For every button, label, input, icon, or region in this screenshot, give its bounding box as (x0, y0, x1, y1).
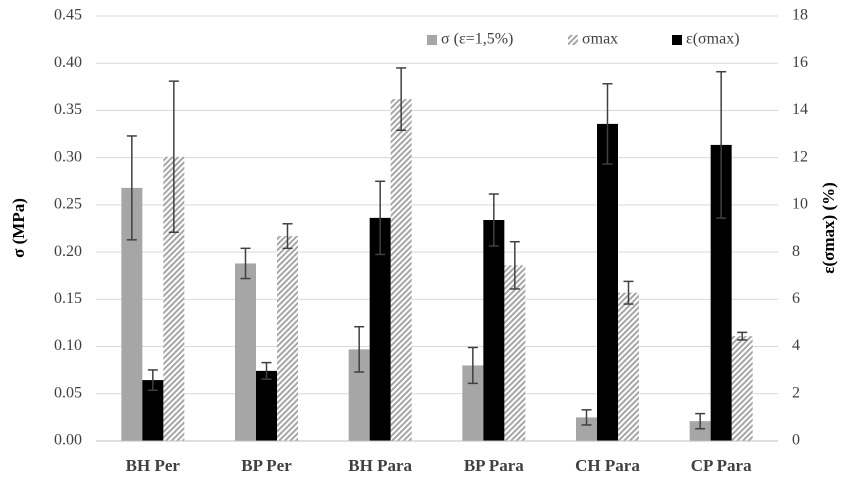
y-tick-label: 0.15 (54, 290, 82, 307)
error-bar (375, 180, 386, 256)
y2-axis-label: ε(σmax) (%) (819, 182, 838, 274)
y-tick-label: 0.10 (54, 337, 82, 354)
legend-label: σmax (582, 31, 618, 48)
error-bar (581, 409, 592, 426)
bar (597, 123, 618, 442)
error-bar (467, 346, 478, 385)
error-bar (488, 193, 499, 247)
error-bar (716, 70, 727, 219)
x-tick-label: BH Para (348, 456, 412, 475)
error-bar (602, 83, 613, 165)
bar (483, 220, 505, 441)
bar (689, 421, 711, 441)
bar (277, 236, 298, 441)
bar (348, 349, 370, 441)
y2-tick-label: 0 (792, 432, 800, 449)
y-tick-label: 0.20 (54, 243, 82, 260)
y2-tick-label: 10 (792, 196, 808, 213)
bar (142, 380, 164, 441)
x-tick-label: BH Per (126, 456, 181, 475)
bar (576, 417, 597, 441)
error-bar (147, 369, 158, 391)
y-tick-label: 0.00 (54, 432, 82, 449)
y2-tick-label: 6 (792, 290, 800, 307)
bar (369, 217, 391, 441)
bar (235, 263, 256, 441)
bar (710, 144, 732, 441)
bar (256, 370, 277, 441)
error-bar (396, 67, 407, 132)
x-tick-label: CH Para (575, 456, 640, 475)
bar (121, 187, 143, 441)
legend-swatch (568, 35, 578, 45)
x-tick-label: CP Para (691, 456, 752, 475)
bar (163, 156, 185, 441)
error-bar (240, 247, 251, 280)
y-axis-label: σ (MPa) (9, 198, 28, 258)
error-bar (695, 412, 706, 430)
error-bar (737, 331, 748, 341)
y-tick-label: 0.35 (54, 101, 82, 118)
bar (462, 365, 484, 441)
y2-tick-label: 18 (792, 7, 808, 24)
y-tick-label: 0.30 (54, 148, 82, 165)
error-bar (168, 80, 179, 234)
y-tick-label: 0.25 (54, 196, 82, 213)
bar (504, 265, 526, 441)
bar (618, 292, 639, 441)
error-bar (623, 280, 634, 305)
legend-swatch (427, 35, 437, 45)
bar (390, 99, 412, 441)
y2-tick-label: 8 (792, 243, 800, 260)
bar (731, 336, 753, 441)
y2-tick-label: 12 (792, 148, 808, 165)
error-bar (282, 223, 293, 250)
error-bar (126, 135, 137, 241)
legend-label: σ (ε=1,5%) (441, 31, 513, 48)
y2-tick-label: 14 (792, 101, 808, 118)
y2-tick-label: 16 (792, 54, 808, 71)
error-bar (354, 325, 365, 373)
y-tick-label: 0.40 (54, 54, 82, 71)
error-bar (261, 361, 272, 380)
legend-label: ε(σmax) (686, 31, 740, 48)
legend-swatch (672, 35, 682, 45)
y-tick-label: 0.05 (54, 384, 82, 401)
y2-tick-label: 4 (792, 337, 800, 354)
y2-tick-label: 2 (792, 384, 800, 401)
y-tick-label: 0.45 (54, 7, 82, 24)
error-bar (509, 240, 520, 290)
x-tick-label: BP Para (464, 456, 524, 475)
x-tick-label: BP Per (241, 456, 292, 475)
